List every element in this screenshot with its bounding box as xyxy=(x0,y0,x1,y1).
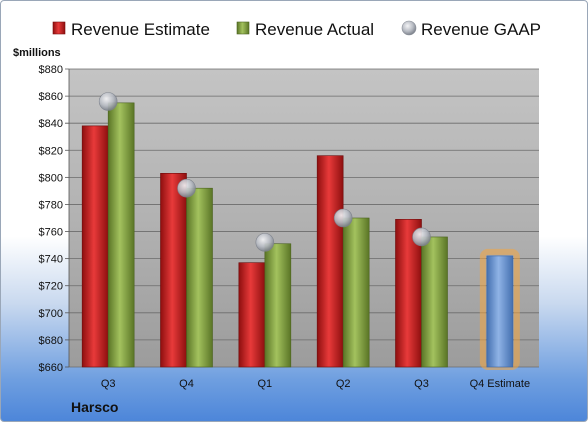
y-tick-label: $880 xyxy=(39,64,63,76)
company-name: Harsco xyxy=(71,399,118,415)
plot-area xyxy=(69,69,539,367)
gridlines xyxy=(65,68,539,368)
bar-forecast xyxy=(486,255,514,368)
x-tick-label: Q1 xyxy=(257,378,272,390)
bar-actual xyxy=(186,187,213,368)
x-tick-label: Q4 Estimate xyxy=(470,378,531,390)
legend-swatch-actual xyxy=(236,21,250,35)
y-tick-label: $860 xyxy=(39,91,63,103)
bar-estimate xyxy=(81,125,109,368)
bar-actual xyxy=(342,217,370,368)
bar-estimate xyxy=(160,173,187,368)
x-tick-label: Q3 xyxy=(101,378,116,390)
legend-item-estimate: Revenue Estimate xyxy=(52,20,210,39)
gaap-marker xyxy=(255,233,275,252)
bar-actual xyxy=(264,243,292,368)
legend-label-actual: Revenue Actual xyxy=(255,20,374,39)
y-axis-label: $millions xyxy=(13,47,61,59)
y-tick-labels: $660 $680 $700 $720 $740 $760 $780 $800 $820 $840… xyxy=(39,64,63,374)
legend-item-actual: Revenue Actual xyxy=(236,20,374,39)
gaap-marker xyxy=(333,208,353,228)
gaap-markers xyxy=(98,92,431,252)
legend-swatch-gaap xyxy=(401,20,417,36)
bar-estimate xyxy=(316,155,344,368)
legend-item-gaap: Revenue GAAP xyxy=(401,20,541,39)
legend: Revenue Estimate Revenue Actual Revenue … xyxy=(52,20,541,39)
bar-actual xyxy=(107,102,135,368)
x-tick-label: Q2 xyxy=(336,378,351,390)
gaap-marker xyxy=(98,92,118,111)
y-tick-label: $700 xyxy=(39,308,63,320)
x-tick-label: Q3 xyxy=(414,378,429,390)
gaap-marker xyxy=(412,227,431,247)
y-tick-label: $800 xyxy=(39,172,63,184)
bars xyxy=(81,102,520,370)
x-tick-labels: Q3 Q4 Q1 Q2 Q3 Q4 Estimate xyxy=(101,378,530,390)
legend-swatch-estimate xyxy=(52,21,66,35)
y-tick-label: $740 xyxy=(39,254,63,266)
gaap-marker xyxy=(177,178,196,198)
bar-actual xyxy=(421,236,448,368)
y-tick-label: $820 xyxy=(39,145,63,157)
y-tick-label: $720 xyxy=(39,281,63,293)
y-tick-label: $780 xyxy=(39,199,63,211)
y-tick-label: $660 xyxy=(39,362,63,374)
y-tick-label: $760 xyxy=(39,227,63,239)
legend-label-gaap: Revenue GAAP xyxy=(421,20,541,39)
y-tick-label: $680 xyxy=(39,335,63,347)
bar-estimate xyxy=(238,262,266,368)
y-tick-label: $840 xyxy=(39,118,63,130)
legend-label-estimate: Revenue Estimate xyxy=(71,20,210,39)
x-tick-label: Q4 xyxy=(179,378,194,390)
